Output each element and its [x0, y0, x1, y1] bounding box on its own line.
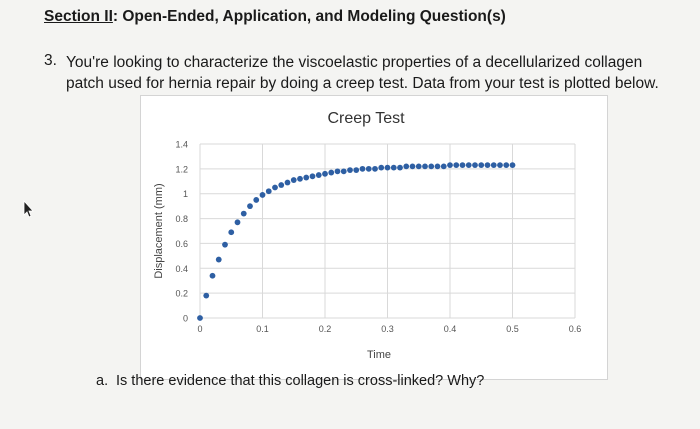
data-point — [240, 210, 247, 217]
data-point — [453, 162, 460, 169]
data-point — [372, 165, 378, 172]
data-point — [340, 168, 347, 175]
data-point — [259, 192, 266, 198]
x-tick-label: 0.6 — [569, 324, 582, 334]
data-point — [222, 241, 228, 248]
data-point — [297, 175, 303, 182]
data-point — [384, 164, 391, 171]
y-tick-label: 1.2 — [175, 164, 188, 174]
data-point — [247, 203, 253, 210]
data-point — [284, 179, 291, 186]
data-point — [209, 272, 216, 279]
sub-question-letter: a. — [96, 373, 109, 389]
sub-question: a. Is there evidence that this collagen i… — [96, 373, 484, 389]
data-point — [484, 162, 491, 169]
data-point — [478, 162, 485, 169]
chart-title: Creep Test — [327, 110, 405, 127]
section-title: Section II: Open-Ended, Application, and… — [44, 8, 506, 26]
x-tick-label: 0 — [197, 324, 202, 334]
data-point — [315, 172, 322, 178]
y-axis-label: Displacement (mm) — [153, 183, 165, 278]
data-point — [428, 163, 435, 170]
data-point — [353, 167, 360, 173]
x-tick-label: 0.1 — [256, 324, 269, 334]
data-point — [378, 164, 385, 171]
chart-canvas: Creep Test 0 0.2 0.4 0.6 0.8 1 1.2 1.4 0 0.1 0.2 0.3… — [153, 110, 582, 361]
data-point — [509, 162, 516, 169]
data-point — [365, 165, 372, 172]
data-point — [409, 163, 416, 170]
y-tick-label: 0.4 — [175, 264, 188, 274]
data-point — [359, 165, 366, 172]
question-number: 3. — [44, 52, 57, 69]
data-point — [197, 315, 203, 321]
data-point — [228, 229, 235, 236]
data-point — [390, 164, 397, 171]
data-point — [422, 163, 428, 170]
x-tick-label: 0.4 — [444, 324, 457, 334]
data-point — [272, 184, 278, 191]
question-text: You're looking to characterize the visco… — [66, 54, 659, 92]
data-point — [434, 163, 441, 170]
x-tick-label: 0.5 — [506, 324, 519, 334]
data-point — [253, 197, 260, 203]
y-tick-label: 0 — [183, 314, 188, 324]
data-point — [415, 163, 422, 170]
data-point — [215, 256, 222, 263]
y-tick-label: 0.2 — [175, 289, 188, 299]
data-point — [347, 167, 353, 173]
data-point — [465, 162, 472, 169]
y-tick-label: 1 — [183, 189, 188, 199]
y-tick-label: 0.6 — [175, 239, 188, 249]
data-point — [440, 163, 447, 170]
data-point — [334, 168, 341, 175]
y-tick-label: 1.4 — [175, 140, 188, 150]
data-point — [403, 163, 410, 170]
x-tick-label: 0.3 — [381, 324, 394, 334]
data-point — [490, 162, 497, 169]
section-label: Section II — [44, 8, 113, 25]
data-point — [309, 173, 316, 180]
data-point — [447, 162, 453, 169]
data-point — [397, 164, 403, 171]
x-axis-label: Time — [367, 349, 391, 361]
data-point — [459, 162, 466, 169]
creep-test-chart: Creep Test 0 0.2 0.4 0.6 0.8 1 1.2 1.4 0 0.1 0.2 0.3… — [140, 95, 608, 380]
data-point — [497, 162, 503, 169]
data-point — [303, 174, 310, 181]
section-subtitle: : Open-Ended, Application, and Modeling … — [112, 8, 506, 25]
data-point — [503, 162, 510, 169]
data-point — [278, 182, 285, 188]
data-point — [290, 177, 297, 183]
data-point — [328, 169, 335, 176]
sub-question-text: Is there evidence that this collagen is … — [116, 373, 485, 389]
data-point — [265, 188, 272, 195]
data-point — [234, 219, 241, 226]
mouse-pointer-icon — [23, 200, 34, 218]
data-point — [322, 170, 328, 177]
data-point — [472, 162, 478, 169]
data-point — [203, 292, 210, 299]
y-tick-label: 0.8 — [175, 214, 188, 224]
x-tick-label: 0.2 — [319, 324, 332, 334]
